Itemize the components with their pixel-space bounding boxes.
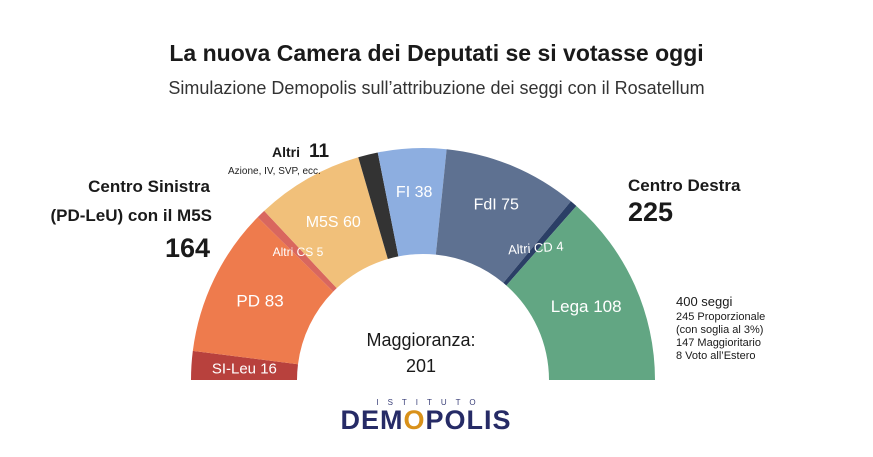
right-block-total: 225	[628, 197, 673, 227]
segment-label-fdi: FdI 75	[474, 197, 519, 214]
segment-fdi	[435, 149, 571, 283]
left-block-subtitle: (PD-LeU) con il M5S	[50, 206, 212, 225]
altri-total: 11	[309, 141, 330, 162]
segment-label-m5s: M5S 60	[306, 214, 361, 231]
segment-label-altri-cd: Altri CD 4	[508, 238, 565, 257]
left-block-total: 164	[165, 233, 210, 263]
chart-title: La nuova Camera dei Deputati se si votas…	[169, 40, 704, 66]
info-total: 400 seggi	[676, 294, 733, 309]
segment-altri-cd	[503, 201, 577, 286]
segment-si-leu	[191, 350, 298, 380]
segment-label-lega: Lega 108	[551, 297, 622, 316]
seat-info: 400 seggi 245 Proporzionale (con soglia …	[676, 294, 765, 363]
info-line: 245 Proporzionale	[676, 311, 766, 323]
seat-segments	[191, 148, 655, 380]
demopolis-logo: ISTITUTO DEMOPOLIS	[326, 398, 526, 435]
left-block-title: Centro Sinistra	[88, 177, 210, 196]
altri-label: Altri	[272, 144, 300, 160]
altri-note: Azione, IV, SVP, ecc.	[228, 166, 321, 177]
segment-pd	[192, 217, 334, 365]
segment-label-altri-cs: Altri CS 5	[273, 245, 324, 259]
right-block-title: Centro Destra	[628, 176, 741, 195]
majority-value: 201	[406, 356, 436, 376]
segment-label-fi: FI 38	[396, 184, 433, 201]
chart-subtitle: Simulazione Demopolis sull’attribuzione …	[168, 78, 705, 98]
majority-label: Maggioranza:	[366, 330, 475, 350]
info-line: (con soglia al 3%)	[676, 324, 764, 336]
segment-lega	[506, 205, 655, 380]
info-line: 147 Maggioritario	[676, 337, 761, 349]
logo-part: POLIS	[425, 405, 512, 435]
logo-tagline: ISTITUTO	[376, 398, 485, 407]
segment-label-pd: PD 83	[236, 291, 283, 310]
segment-altri-cs	[257, 210, 337, 292]
logo-part: DEM	[340, 405, 404, 435]
segment-m5s	[264, 157, 388, 289]
segment-labels: SI-Leu 16 PD 83 Altri CS 5 M5S 60 FI 38 FdI 7…	[212, 184, 622, 377]
info-line: 8 Voto all’Estero	[676, 350, 756, 362]
logo-wordmark: DEMOPOLIS	[326, 405, 526, 435]
segment-altri	[358, 152, 399, 260]
segment-fi	[377, 148, 447, 257]
logo-o: O	[403, 405, 426, 435]
segment-label-si-leu: SI-Leu 16	[212, 360, 277, 377]
